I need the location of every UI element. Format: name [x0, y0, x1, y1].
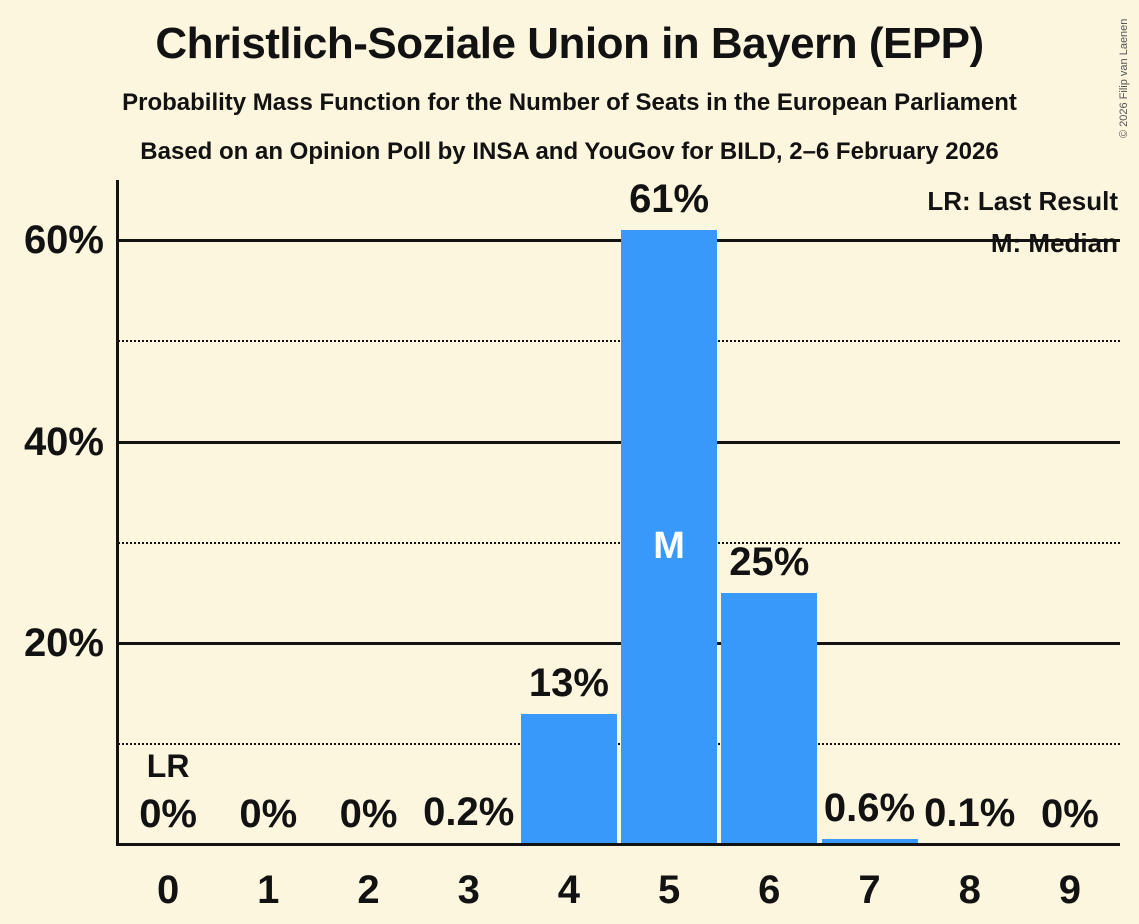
value-label-seat-0: 0% — [139, 792, 197, 836]
value-label-seat-3: 0.2% — [423, 790, 515, 834]
legend-median: M: Median — [990, 228, 1118, 258]
chart-source-line: Based on an Opinion Poll by INSA and You… — [140, 138, 999, 165]
bar-seat-7 — [821, 839, 918, 845]
x-tick-label-0: 0 — [156, 868, 180, 912]
value-label-seat-2: 0% — [339, 792, 398, 836]
value-label-seat-5: 61% — [629, 177, 710, 221]
x-tick-label-7: 7 — [858, 868, 881, 912]
y-tick-label-20: 20% — [23, 621, 104, 666]
x-axis — [116, 843, 1120, 846]
chart-title: Christlich-Soziale Union in Bayern (EPP) — [155, 19, 984, 68]
last-result-marker: LR — [146, 748, 190, 784]
value-label-seat-6: 25% — [729, 540, 810, 584]
x-tick-label-3: 3 — [457, 868, 480, 912]
median-marker: M — [653, 525, 685, 567]
gridline-solid-40 — [118, 440, 1120, 444]
x-tick-label-5: 5 — [657, 868, 681, 912]
bar-seat-5 — [621, 230, 718, 845]
y-axis — [116, 180, 119, 846]
copyright-note: © 2026 Filip van Laenen — [1118, 18, 1130, 138]
x-tick-label-4: 4 — [557, 868, 581, 912]
value-label-seat-8: 0.1% — [924, 791, 1016, 835]
x-tick-label-6: 6 — [758, 868, 781, 912]
x-tick-label-1: 1 — [257, 868, 280, 912]
gridline-solid-60 — [118, 239, 1120, 242]
value-label-seat-9: 0% — [1040, 792, 1099, 836]
x-tick-label-9: 9 — [1058, 868, 1082, 912]
gridline-dotted-10 — [118, 743, 1120, 746]
x-tick-label-8: 8 — [958, 868, 981, 912]
gridline-dotted-30 — [118, 541, 1120, 544]
y-tick-label-40: 40% — [23, 419, 104, 464]
value-label-seat-4: 13% — [528, 661, 609, 705]
legend-last-result: LR: Last Result — [927, 186, 1118, 216]
x-tick-label-2: 2 — [357, 868, 380, 912]
y-tick-label-60: 60% — [23, 218, 104, 262]
value-label-seat-1: 0% — [239, 792, 298, 836]
gridline-solid-20 — [118, 642, 1120, 646]
chart-subtitle: Probability Mass Function for the Number… — [122, 89, 1017, 116]
value-label-seat-7: 0.6% — [823, 786, 916, 830]
gridline-dotted-50 — [118, 339, 1120, 342]
bar-seat-4 — [520, 714, 617, 845]
bar-seat-6 — [721, 593, 818, 845]
